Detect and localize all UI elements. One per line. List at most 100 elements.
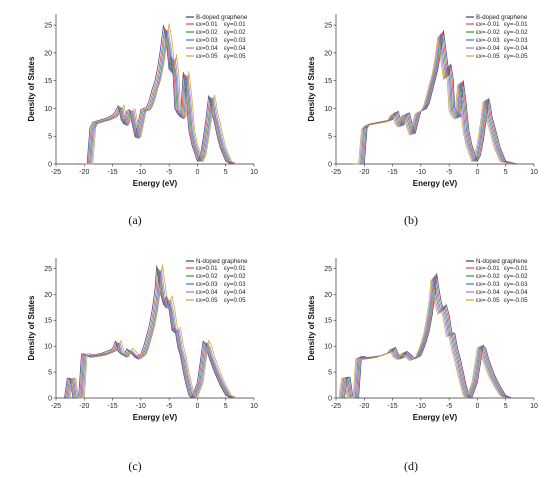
y-tick-label: 0	[328, 396, 332, 403]
y-tick-label: 15	[44, 318, 52, 325]
x-tick-label: -5	[166, 403, 172, 410]
x-tick-label: 0	[195, 169, 199, 176]
series-line	[82, 30, 235, 165]
legend-entry: εy=-0.04	[504, 289, 528, 296]
legend-entry: εy=0.04	[224, 45, 246, 52]
y-axis-label: Density of States	[27, 56, 36, 121]
legend-entry: εy=0.04	[224, 289, 246, 296]
legend-entry: εx=0.05	[196, 53, 218, 60]
legend-title: N-doped graphene	[196, 258, 248, 265]
panel-a: (a) -25 -20 -15 -10 -5 0 5 10 0 5 10 15 20 25 Energy (…	[27, 14, 258, 227]
x-tick-label: 10	[530, 169, 538, 176]
x-tick-label: -25	[51, 169, 61, 176]
y-tick-label: 15	[324, 318, 332, 325]
x-tick-label: -20	[359, 169, 369, 176]
x-tick-label: 0	[195, 403, 199, 410]
y-tick-label: 10	[44, 106, 52, 113]
x-tick-label: 10	[530, 403, 538, 410]
series-line	[84, 23, 238, 165]
legend-entry: εy=0.05	[224, 297, 246, 304]
legend-entry: εy=0.01	[224, 265, 246, 272]
y-tick-label: 20	[324, 50, 332, 57]
x-tick-label: -20	[359, 403, 369, 410]
series-line	[67, 270, 235, 399]
y-tick-label: 5	[48, 134, 52, 141]
legend-entry: εx=0.03	[196, 281, 218, 288]
y-tick-label: 5	[48, 370, 52, 377]
x-tick-label: -5	[446, 403, 452, 410]
series-line	[355, 34, 514, 165]
series-line	[353, 36, 512, 165]
legend-entry: εx=-0.05	[476, 53, 500, 60]
legend-entry: εx=-0.03	[476, 281, 500, 288]
x-tick-label: -20	[79, 403, 89, 410]
x-tick-label: -5	[166, 169, 172, 176]
legend-entry: εy=0.03	[224, 37, 246, 44]
legend-entry: εy=-0.01	[504, 265, 528, 272]
legend-entry: εx=0.02	[196, 29, 218, 36]
legend-title: B-doped graphene	[196, 14, 248, 21]
legend-entry: εx=-0.02	[476, 273, 500, 280]
x-tick-label: -5	[446, 169, 452, 176]
legend-entry: εy=0.02	[224, 29, 246, 36]
legend-entry: εx=-0.02	[476, 29, 500, 36]
legend-entry: εx=0.01	[196, 265, 218, 272]
x-tick-label: -10	[416, 169, 426, 176]
legend-entry: εx=-0.01	[476, 21, 500, 28]
legend-entry: εx=0.04	[196, 289, 218, 296]
x-tick-label: -10	[416, 403, 426, 410]
x-tick-label: 10	[250, 403, 258, 410]
legend-title: B-doped graphene	[476, 14, 528, 21]
series-line	[69, 264, 238, 399]
legend-entry: εy=0.01	[224, 21, 246, 28]
y-tick-label: 10	[324, 344, 332, 351]
legend-entry: εy=-0.02	[504, 29, 528, 36]
x-tick-label: 5	[504, 169, 508, 176]
x-tick-label: 5	[504, 403, 508, 410]
legend-entry: εx=-0.04	[476, 45, 500, 52]
panel-d: (d) -25 -20 -15 -10 -5 0 5 10 0 5 10 15 20 25 Energy (…	[307, 258, 538, 473]
legend-entry: εx=0.03	[196, 37, 218, 44]
y-tick-label: 20	[44, 50, 52, 57]
legend-entry: εy=-0.05	[504, 53, 528, 60]
legend-entry: εx=0.01	[196, 21, 218, 28]
x-tick-label: -25	[51, 403, 61, 410]
y-tick-label: 25	[44, 266, 52, 273]
y-tick-label: 0	[328, 162, 332, 169]
x-tick-label: -15	[388, 169, 398, 176]
panel-c: (c) -25 -20 -15 -10 -5 0 5 10 0 5 10 15 20 25 Energy (…	[27, 258, 258, 473]
series-line	[68, 269, 237, 399]
y-tick-label: 15	[324, 78, 332, 85]
panel-caption: (b)	[404, 213, 418, 227]
legend-entry: εy=-0.05	[504, 297, 528, 304]
legend-entry: εx=-0.03	[476, 37, 500, 44]
y-axis-label: Density of States	[307, 295, 316, 360]
legend-entry: εy=-0.03	[504, 37, 528, 44]
legend-entry: εx=0.02	[196, 273, 218, 280]
x-axis-label: Energy (eV)	[133, 413, 178, 422]
y-tick-label: 5	[328, 134, 332, 141]
x-tick-label: 5	[224, 403, 228, 410]
x-tick-label: -15	[108, 403, 118, 410]
legend-entry: εx=-0.04	[476, 289, 500, 296]
y-axis-label: Density of States	[27, 295, 36, 360]
legend-entry: εx=0.05	[196, 297, 218, 304]
y-tick-label: 25	[324, 23, 332, 30]
legend-entry: εx=0.04	[196, 45, 218, 52]
y-tick-label: 20	[324, 292, 332, 299]
legend-entry: εy=0.03	[224, 281, 246, 288]
legend-entry: εx=-0.05	[476, 297, 500, 304]
y-tick-label: 0	[48, 396, 52, 403]
x-tick-label: -15	[388, 403, 398, 410]
panel-caption: (a)	[128, 213, 141, 227]
legend-entry: εy=-0.03	[504, 281, 528, 288]
x-tick-label: 5	[224, 169, 228, 176]
y-tick-label: 10	[324, 106, 332, 113]
x-tick-label: 0	[475, 403, 479, 410]
legend-entry: εy=-0.02	[504, 273, 528, 280]
legend-entry: εy=0.02	[224, 273, 246, 280]
y-tick-label: 5	[328, 370, 332, 377]
